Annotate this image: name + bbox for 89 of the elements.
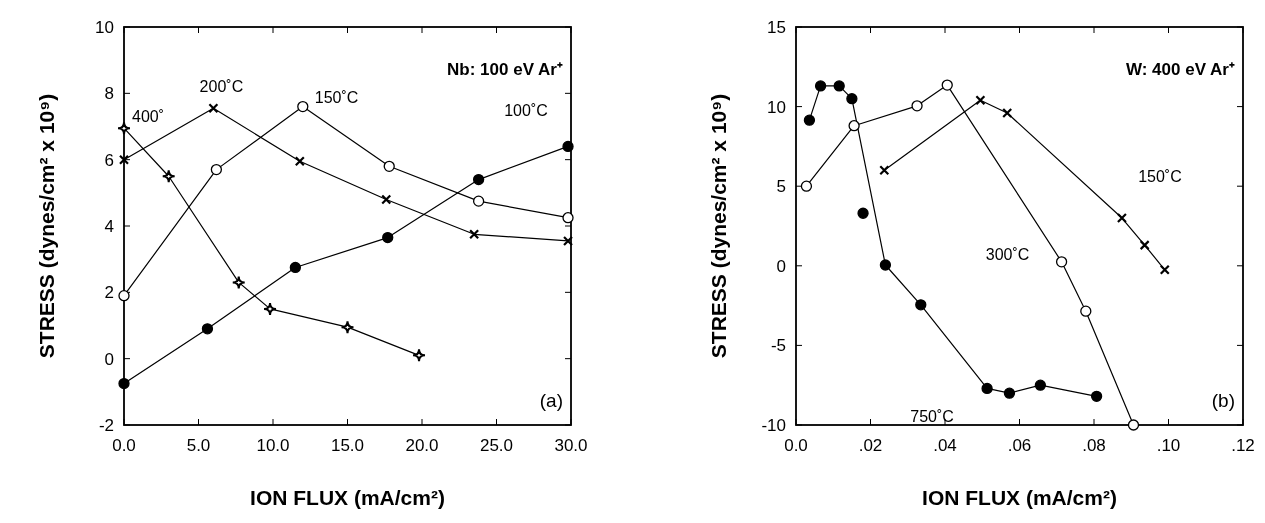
point [383, 160, 395, 172]
point [857, 207, 869, 219]
point [472, 195, 485, 207]
y-axis-title: STRESS (dynes/cm² x 10⁹) [707, 93, 730, 359]
annotation: W: 400 eV Ar⁺ [1126, 60, 1235, 79]
y-tick-label: 5 [776, 177, 786, 197]
point [1116, 212, 1128, 224]
y-tick-label: 0 [776, 256, 786, 276]
point [340, 320, 355, 335]
point [472, 173, 485, 186]
point [1080, 305, 1092, 317]
y-tick-label: 6 [104, 150, 114, 170]
point [1159, 264, 1170, 275]
point [915, 299, 927, 311]
y-tick-label: -10 [761, 415, 786, 435]
x-tick-label: .06 [1007, 436, 1032, 455]
x-tick-label: .10 [1156, 436, 1181, 455]
point [294, 156, 305, 167]
series-label: 200˚C [199, 78, 244, 96]
point [562, 212, 574, 224]
point [381, 194, 392, 205]
point [1127, 419, 1140, 431]
point [1003, 387, 1016, 399]
x-tick-label: 0.0 [784, 436, 808, 455]
point [562, 140, 574, 153]
annotation: (a) [539, 390, 563, 411]
point [1055, 256, 1068, 268]
point [803, 114, 816, 126]
point [846, 92, 858, 105]
y-axis-title: STRESS (dynes/cm² x 10⁹) [35, 93, 58, 359]
x-tick-label: 25.0 [479, 436, 514, 455]
series-label: 150˚C [1138, 168, 1182, 186]
point [833, 80, 845, 92]
point [1002, 107, 1013, 119]
point [118, 377, 130, 390]
point [210, 163, 223, 176]
point [118, 290, 130, 302]
point [161, 169, 176, 184]
point [469, 229, 480, 240]
annotation: Nb: 100 eV Ar⁺ [447, 60, 563, 79]
x-tick-label: 20.0 [405, 436, 439, 455]
x-tick-label: 15.0 [330, 436, 365, 455]
x-tick-label: .04 [933, 436, 957, 455]
point [382, 231, 394, 244]
y-tick-label: 10 [767, 97, 786, 117]
point [208, 103, 219, 114]
point [941, 79, 953, 91]
y-tick-label: -2 [98, 415, 114, 435]
y-tick-label: 4 [104, 216, 114, 236]
point [1139, 240, 1150, 251]
y-tick-label: -5 [770, 336, 786, 356]
y-tick-label: 10 [95, 17, 114, 37]
point [800, 180, 813, 192]
x-tick-label: .02 [858, 436, 883, 455]
point [117, 121, 131, 136]
series-label: 400˚ [132, 108, 165, 126]
point [848, 120, 860, 132]
y-tick-label: 8 [104, 84, 114, 104]
point [981, 382, 993, 395]
y-tick-label: 0 [104, 349, 114, 369]
point [263, 301, 278, 316]
y-tick-label: 15 [767, 17, 786, 37]
series-label: 100˚C [504, 102, 548, 120]
y-tick-label: 2 [104, 283, 114, 303]
point [201, 323, 214, 335]
point [911, 100, 923, 112]
point [1090, 390, 1103, 402]
x-tick-label: .08 [1082, 436, 1106, 455]
point [879, 165, 890, 176]
point [562, 235, 574, 247]
x-axis-title: ION FLUX (mA/cm²) [922, 486, 1117, 509]
point [412, 348, 427, 363]
point [814, 80, 827, 92]
annotation: (b) [1211, 390, 1235, 411]
point [975, 95, 986, 106]
point [1034, 379, 1047, 391]
text: 750˚C [910, 408, 954, 426]
x-tick-label: 30.0 [554, 436, 588, 455]
series-label: 150˚C [314, 88, 359, 106]
series-label: 300˚C [985, 245, 1030, 263]
x-tick-label: 0.0 [112, 436, 136, 455]
x-tick-label: 10.0 [256, 436, 290, 455]
point [297, 100, 309, 113]
point [231, 275, 246, 290]
point [289, 261, 301, 274]
x-tick-label: 5.0 [186, 436, 211, 455]
x-tick-label: .12 [1231, 436, 1255, 455]
x-axis-title: ION FLUX (mA/cm²) [250, 486, 445, 509]
point [879, 259, 892, 271]
